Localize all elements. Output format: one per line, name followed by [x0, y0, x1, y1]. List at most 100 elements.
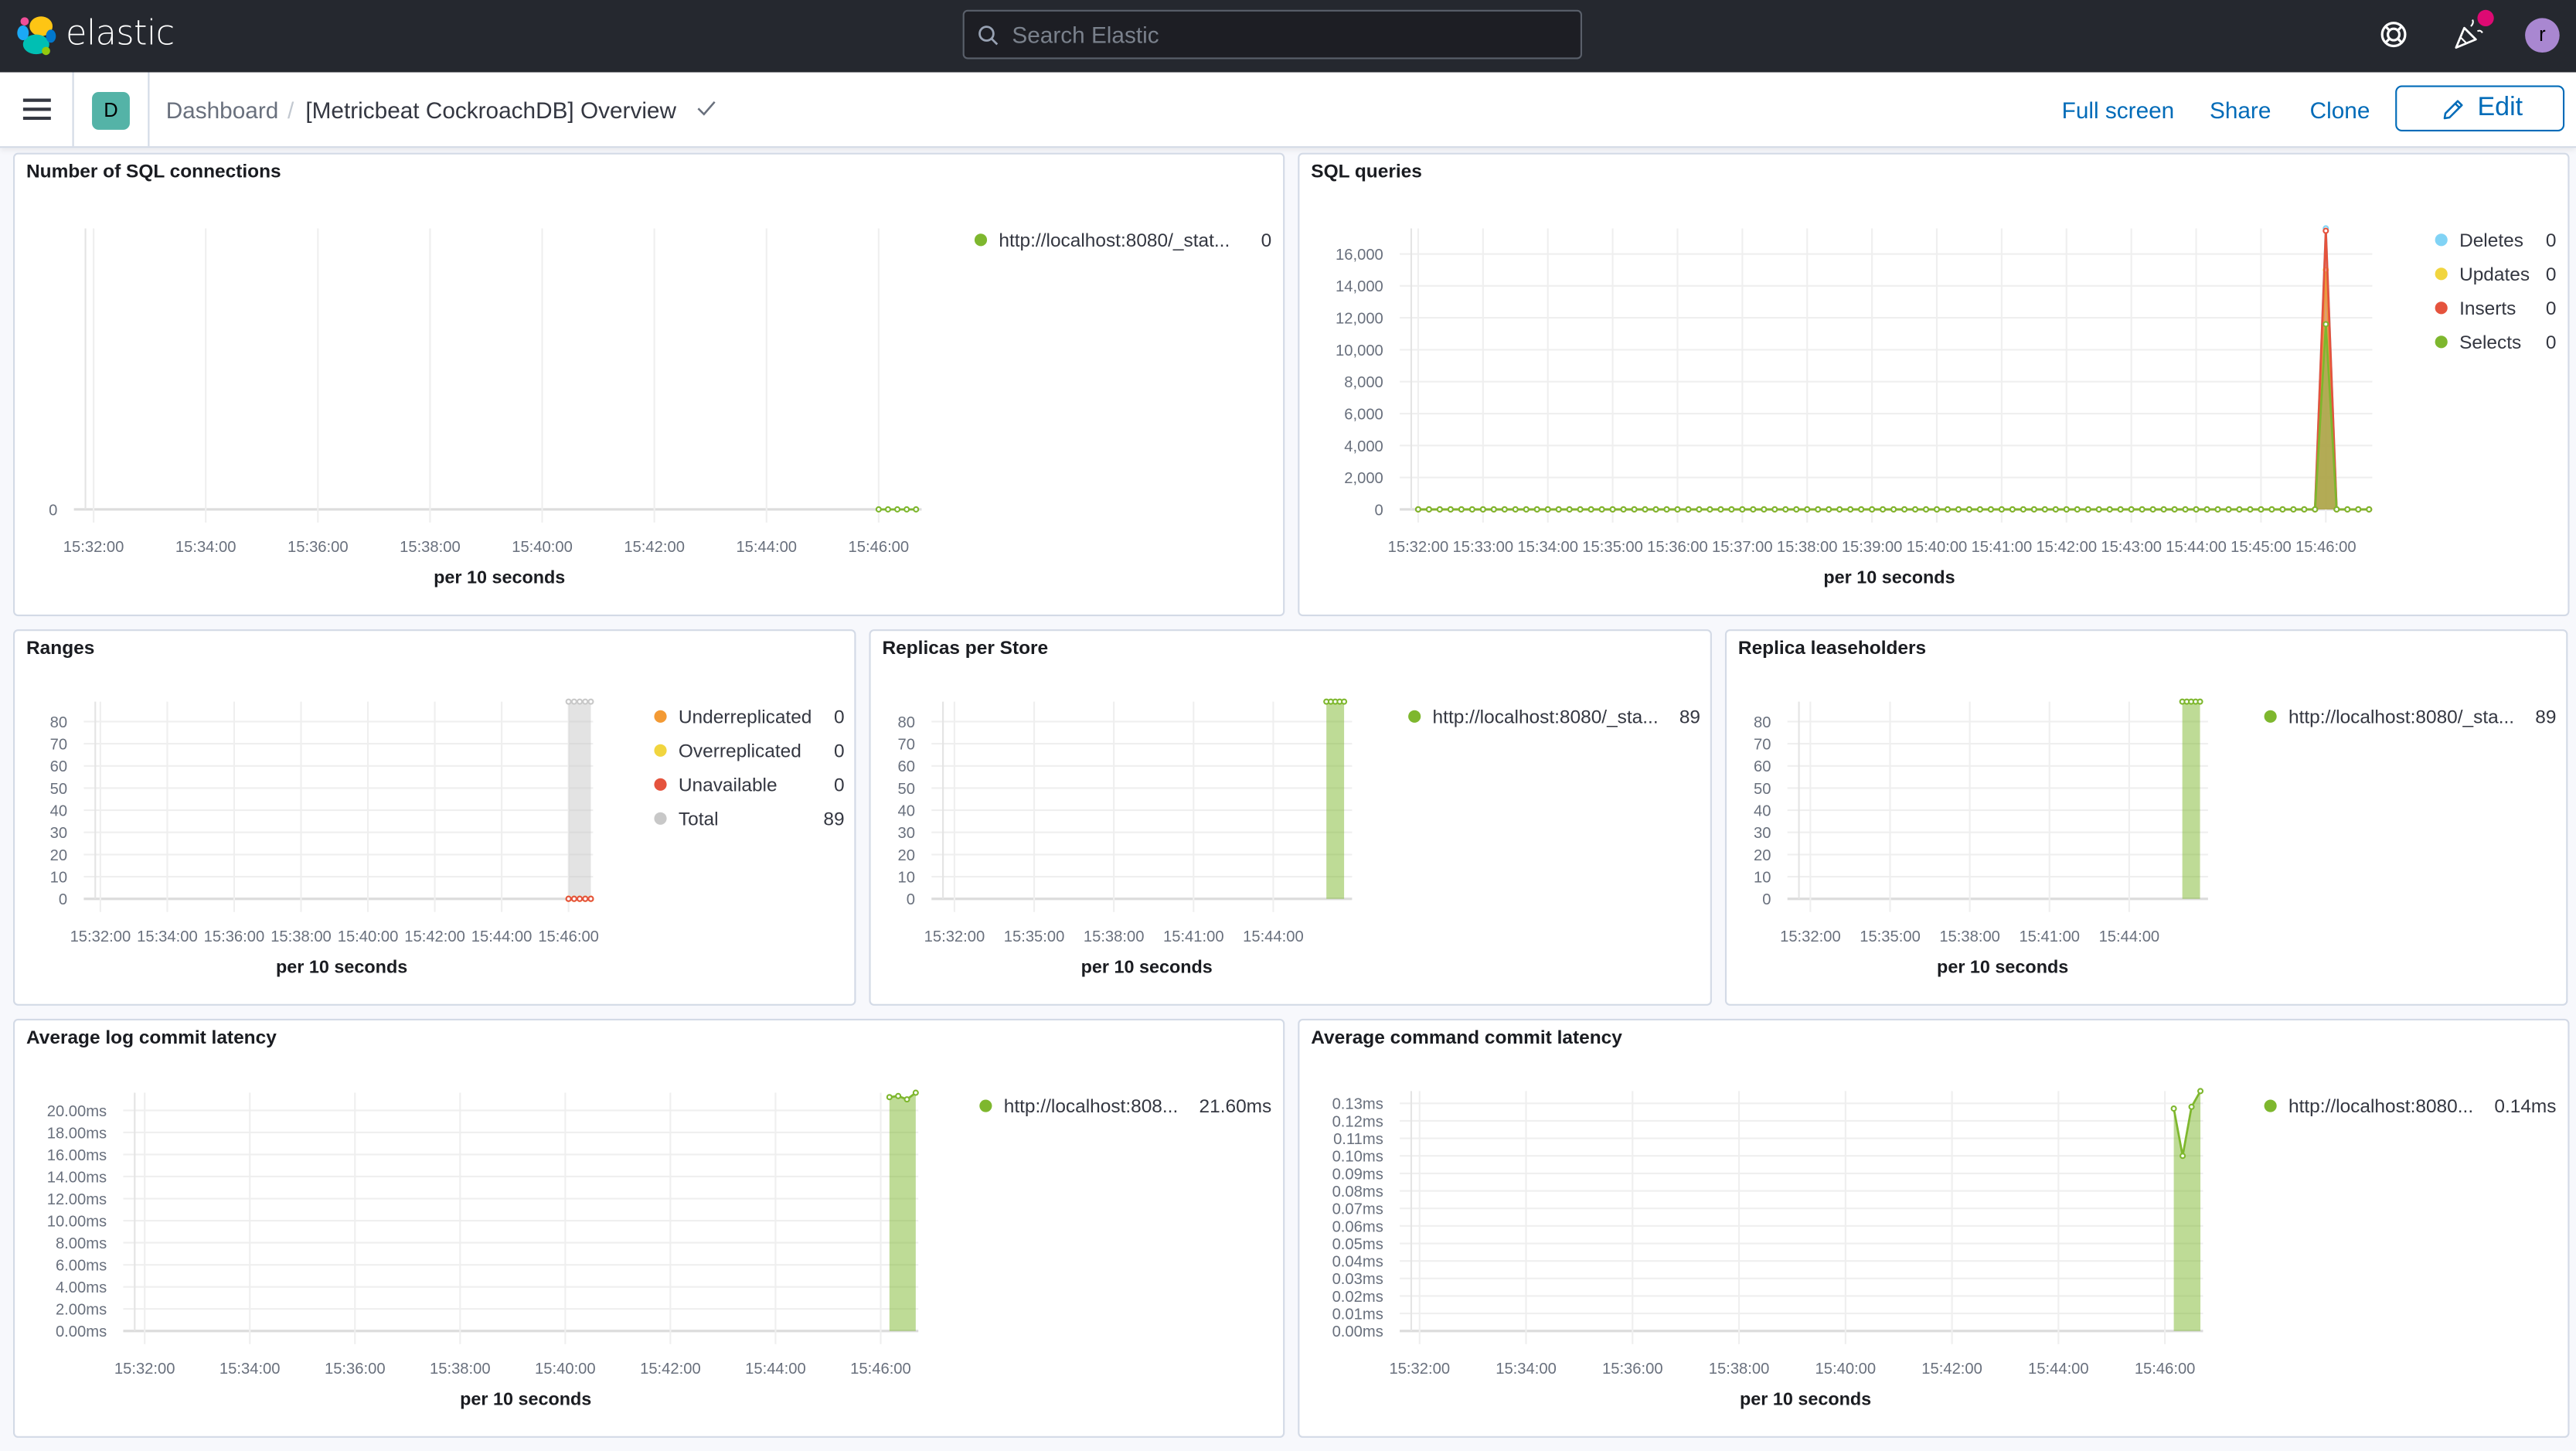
data-point[interactable] [1771, 506, 1778, 513]
data-point[interactable] [1912, 506, 1919, 513]
data-point[interactable] [913, 506, 920, 513]
data-point[interactable] [570, 895, 577, 902]
breadcrumb-dashboard[interactable]: Dashboard [165, 97, 279, 124]
legend-item[interactable]: http://localhost:8080/_sta... 89 [2264, 707, 2557, 727]
elastic-logo-icon[interactable] [16, 15, 59, 57]
data-point[interactable] [2333, 506, 2340, 513]
data-point[interactable] [1976, 506, 1983, 513]
data-point[interactable] [1750, 506, 1757, 513]
data-point[interactable] [2193, 506, 2200, 513]
data-point[interactable] [894, 506, 901, 513]
hamburger-menu-icon[interactable] [22, 98, 51, 121]
data-point[interactable] [1793, 506, 1800, 513]
data-point[interactable] [2052, 506, 2059, 513]
data-point[interactable] [1479, 506, 1486, 513]
data-point[interactable] [1922, 506, 1930, 513]
data-point[interactable] [2095, 506, 2102, 513]
data-point[interactable] [2225, 506, 2232, 513]
data-point[interactable] [1566, 506, 1573, 513]
data-point[interactable] [2214, 506, 2221, 513]
data-point[interactable] [565, 698, 572, 705]
data-point[interactable] [1587, 506, 1594, 513]
data-point[interactable] [1501, 506, 1508, 513]
data-point[interactable] [1782, 506, 1789, 513]
data-point[interactable] [1944, 506, 1952, 513]
data-point[interactable] [577, 895, 584, 902]
data-point[interactable] [1685, 506, 1692, 513]
legend-item[interactable]: Overreplicated 0 [654, 741, 845, 761]
space-badge[interactable]: D [92, 92, 130, 130]
data-point[interactable] [2322, 227, 2329, 234]
legend-item[interactable]: Underreplicated 0 [654, 707, 845, 727]
data-point[interactable] [2322, 321, 2329, 328]
legend-item[interactable]: Inserts 0 [2435, 298, 2557, 319]
data-point[interactable] [2247, 506, 2254, 513]
data-point[interactable] [570, 698, 577, 705]
data-point[interactable] [895, 1092, 902, 1099]
search-input[interactable] [1012, 11, 1554, 58]
data-point[interactable] [1436, 506, 1443, 513]
data-point[interactable] [2171, 506, 2178, 513]
data-point[interactable] [2020, 506, 2026, 513]
data-point[interactable] [1869, 506, 1876, 513]
help-lifebuoy-icon[interactable] [2379, 20, 2408, 49]
legend-item[interactable]: http://localhost:8080/_sta... 89 [1408, 707, 1700, 727]
data-point[interactable] [1523, 506, 1530, 513]
data-point[interactable] [1847, 506, 1854, 513]
data-point[interactable] [2258, 506, 2265, 513]
data-point[interactable] [2268, 506, 2275, 513]
full-screen-button[interactable]: Full screen [2061, 97, 2175, 124]
data-point[interactable] [2009, 506, 2016, 513]
data-point[interactable] [1707, 506, 1713, 513]
data-point[interactable] [1609, 506, 1616, 513]
data-point[interactable] [1544, 506, 1551, 513]
legend-item[interactable]: http://localhost:8080... 0.14ms [2264, 1096, 2557, 1117]
data-point[interactable] [1468, 506, 1475, 513]
data-point[interactable] [2030, 506, 2037, 513]
data-point[interactable] [2160, 506, 2167, 513]
data-point[interactable] [1998, 506, 2005, 513]
visualization-panel[interactable]: Average command commit latency 0.00ms 0.01… [1298, 1018, 2570, 1438]
data-point[interactable] [2182, 506, 2189, 513]
data-point[interactable] [2279, 506, 2286, 513]
data-point[interactable] [875, 506, 882, 513]
data-point[interactable] [2301, 506, 2308, 513]
data-point[interactable] [1880, 506, 1887, 513]
edit-button[interactable]: Edit [2395, 85, 2565, 132]
data-point[interactable] [1901, 506, 1908, 513]
data-point[interactable] [886, 1094, 893, 1101]
data-point[interactable] [2355, 506, 2362, 513]
data-point[interactable] [1674, 506, 1681, 513]
data-point[interactable] [1533, 506, 1540, 513]
data-point[interactable] [2063, 506, 2070, 513]
clone-button[interactable]: Clone [2309, 97, 2370, 124]
data-point[interactable] [1555, 506, 1562, 513]
data-point[interactable] [1739, 506, 1746, 513]
data-point[interactable] [565, 895, 572, 902]
data-point[interactable] [1652, 506, 1659, 513]
legend-item[interactable]: Unavailable 0 [654, 775, 845, 795]
data-point[interactable] [1490, 506, 1497, 513]
data-point[interactable] [1933, 506, 1941, 513]
user-avatar[interactable]: r [2525, 18, 2560, 53]
data-point[interactable] [1642, 506, 1649, 513]
data-point[interactable] [1836, 506, 1843, 513]
data-point[interactable] [2236, 506, 2243, 513]
visualization-panel[interactable]: Number of SQL connections 0 15:32:00 15:34:… [13, 152, 1285, 617]
legend-item[interactable]: Selects 0 [2435, 332, 2557, 353]
data-point[interactable] [1955, 506, 1962, 513]
data-point[interactable] [2041, 506, 2048, 513]
data-point[interactable] [2290, 506, 2297, 513]
data-point[interactable] [1987, 506, 1994, 513]
data-point[interactable] [1696, 506, 1703, 513]
data-point[interactable] [1728, 506, 1735, 513]
data-point[interactable] [2106, 506, 2113, 513]
data-point[interactable] [1447, 506, 1454, 513]
data-point[interactable] [903, 506, 910, 513]
data-point[interactable] [2312, 506, 2319, 513]
data-point[interactable] [2170, 1105, 2177, 1112]
legend-item[interactable]: Deletes 0 [2435, 230, 2557, 251]
data-point[interactable] [2139, 506, 2146, 513]
visualization-panel[interactable]: Replica leaseholders 0 10 20 30 40 50 60 70 80 15:… [1724, 629, 2568, 1006]
data-point[interactable] [2149, 506, 2156, 513]
